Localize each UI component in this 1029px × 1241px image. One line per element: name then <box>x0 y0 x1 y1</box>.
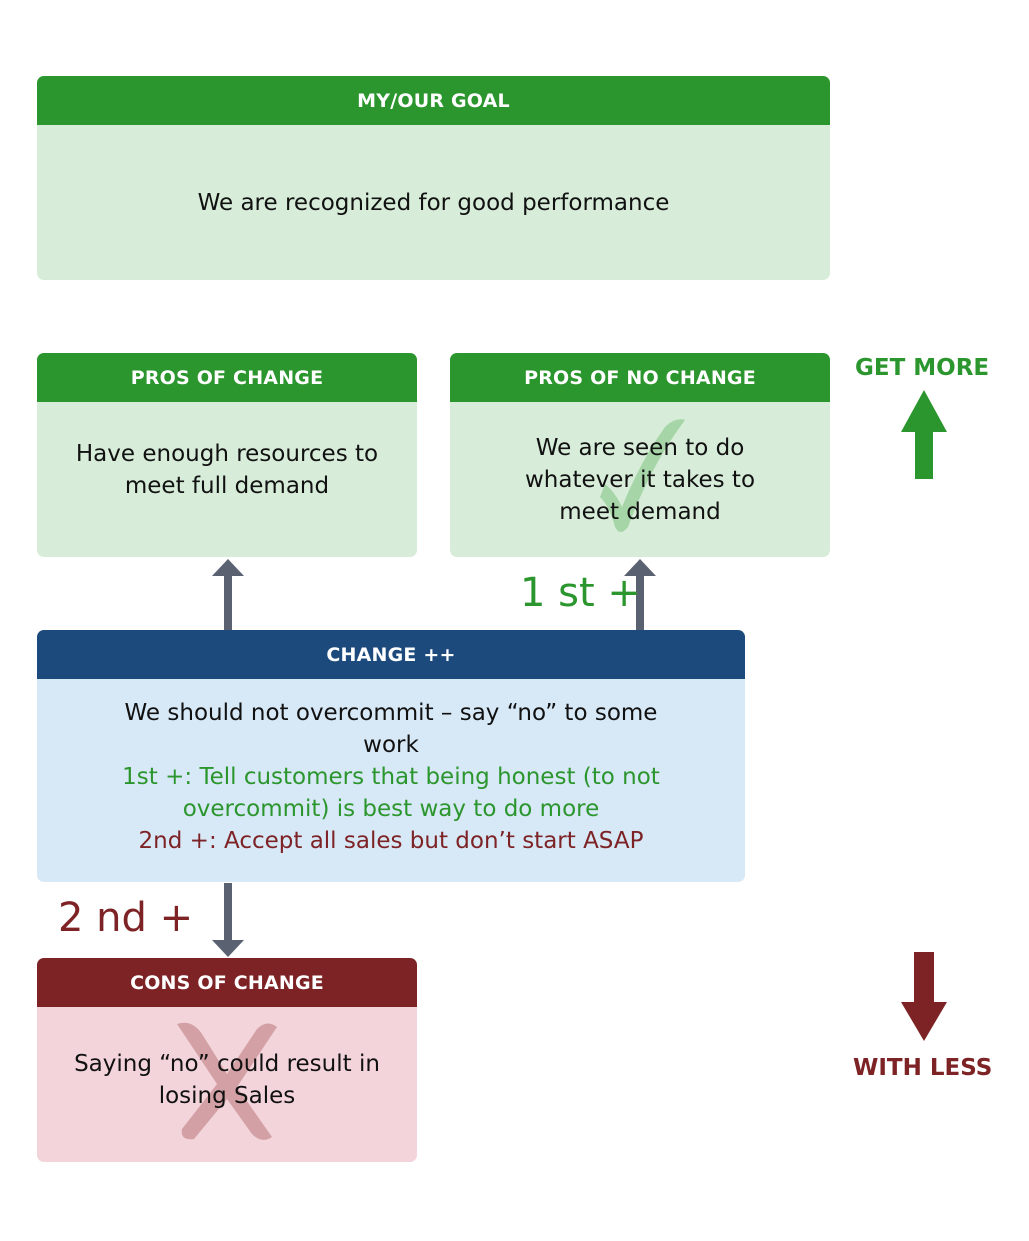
x-icon <box>177 1022 277 1140</box>
cons-of-change-title: CONS OF CHANGE <box>37 958 417 1007</box>
pros-of-change-box: PROS OF CHANGE Have enough resources to … <box>37 353 417 557</box>
change-box: CHANGE ++ We should not overcommit – say… <box>37 630 745 882</box>
change-text: We should not overcommit – say “no” to s… <box>124 699 658 758</box>
pros-of-no-change-text: We are seen to do whatever it takes to m… <box>524 434 756 525</box>
goal-box: MY/OUR GOAL We are recognized for good p… <box>37 76 830 280</box>
pros-of-no-change-box: PROS OF NO CHANGE We are seen to do what… <box>450 353 830 557</box>
change-second-option: 2nd +: Accept all sales but don’t start … <box>138 827 644 854</box>
first-option-label: 1 st + <box>520 570 641 616</box>
pros-of-no-change-title: PROS OF NO CHANGE <box>450 353 830 402</box>
cons-of-change-text: Saying “no” could result in losing Sales <box>74 1050 380 1109</box>
pros-of-change-text: Have enough resources to meet full deman… <box>75 440 379 499</box>
goal-title: MY/OUR GOAL <box>37 76 830 125</box>
arrow-up-to-pros-of-no-change <box>624 559 656 630</box>
get-more-arrow-icon <box>901 390 947 479</box>
arrow-up-to-pros-of-change <box>212 559 244 630</box>
change-title: CHANGE ++ <box>37 630 745 679</box>
goal-text: We are recognized for good performance <box>197 189 670 216</box>
with-less-arrow-icon <box>901 952 947 1041</box>
checkmark-icon <box>600 419 685 532</box>
pros-of-change-title: PROS OF CHANGE <box>37 353 417 402</box>
get-more-label: GET MORE <box>855 355 990 381</box>
with-less-label: WITH LESS <box>853 1055 993 1081</box>
change-first-option: 1st +: Tell customers that being honest … <box>122 763 660 822</box>
arrow-down-to-cons-of-change <box>212 883 244 957</box>
second-option-label: 2 nd + <box>58 895 194 941</box>
cons-of-change-box: CONS OF CHANGE Saying “no” could result … <box>37 958 417 1162</box>
